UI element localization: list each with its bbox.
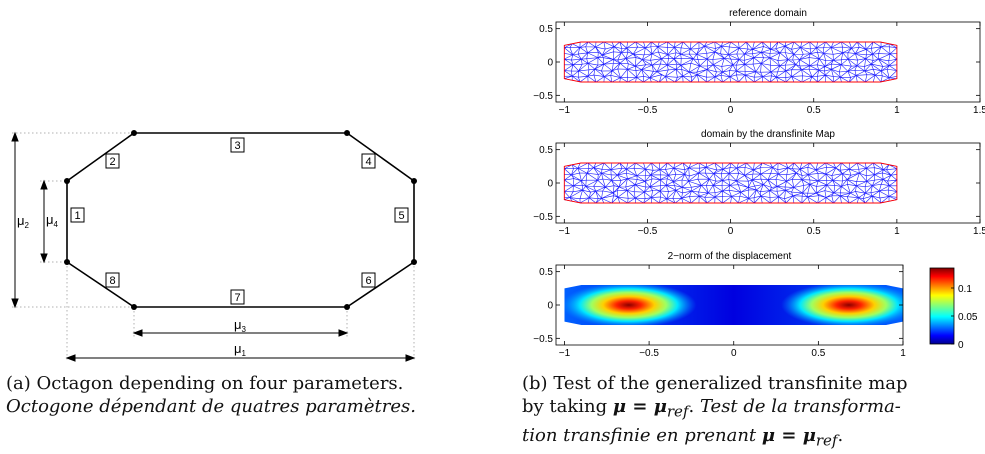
y-tick-label: 0.5 [539,145,553,156]
y-tick-label: 0.5 [539,24,553,35]
side-label-8: 8 [105,272,120,288]
y-tick-label: 0 [547,179,553,190]
side-label-7: 7 [230,289,245,305]
x-tick-label: 0 [728,226,734,237]
mesh [564,41,898,83]
octagon-diagram: 1 2 3 4 5 6 7 8 μ2 μ4 μ3 μ1 [11,130,417,362]
panel-2: domain by the dransfinite Map −1 −0.5 0 0.5 1… [533,129,985,237]
x-tick-label: −1 [559,226,571,237]
panel-1: reference domain −1 −0.5 0 0.5 1 1.5 0.5 0 −0.5 [533,8,985,116]
panel-title: domain by the dransfinite Map [701,129,835,140]
x-tick-label: 1 [894,105,900,116]
displacement-heatmap [564,285,903,325]
side-label-1: 1 [70,207,85,223]
panel-title: 2−norm of the displacement [668,251,792,262]
panel-3: 2−norm of the displacement 0.1 0.05 0 −1 −0.5… [533,251,978,359]
dim-label-mu4: μ4 [46,212,59,229]
x-tick-label: −1 [559,105,571,116]
svg-text:6: 6 [365,275,371,287]
x-tick-label: 0.5 [811,348,825,359]
dim-label-mu2: μ2 [17,213,30,230]
x-tick-label: 1.5 [973,105,985,116]
side-label-3: 3 [230,137,245,153]
side-label-2: 2 [105,153,120,169]
x-tick-label: −0.5 [638,226,658,237]
svg-text:1: 1 [74,210,80,222]
axes-frame [555,21,981,103]
colorbar-tick: 0 [958,340,964,351]
x-tick-label: 0 [731,348,737,359]
x-tick-label: 0.5 [807,105,821,116]
x-tick-label: 0 [728,105,734,116]
axes-frame [555,142,981,224]
x-tick-label: −0.5 [638,105,658,116]
figure-b-panels: reference domain−1 −0.5 0 0.5 1 1.50.50−0.5do… [533,8,985,359]
svg-text:4: 4 [365,156,371,168]
mesh [564,162,898,204]
dim-label-mu1: μ1 [234,341,247,358]
dimension-labels: μ2 μ4 μ3 μ1 [17,212,247,358]
svg-text:7: 7 [234,292,240,304]
caption-b-line3: tion transfinie en prenant μ = μref. [522,424,844,450]
x-tick-label: −1 [559,348,571,359]
svg-text:5: 5 [398,210,404,222]
panel-title: reference domain [729,8,807,19]
x-tick-label: 0.5 [807,226,821,237]
domain-boundary [563,162,898,204]
caption-b: (b) Test of the generalized transfinite … [522,372,985,452]
svg-text:2: 2 [109,156,115,168]
octagon-vertices [64,130,417,310]
caption-a: (a) Octagon depending on four parameters… [6,372,446,418]
svg-text:3: 3 [234,140,240,152]
dimension-arrows [11,131,416,362]
x-tick-label: 1 [900,348,906,359]
colorbar: 0.1 0.05 0 [929,267,978,351]
side-label-4: 4 [361,153,376,169]
y-tick-label: 0.5 [539,267,553,278]
dim-label-mu3: μ3 [234,317,247,334]
side-labels: 1 2 3 4 5 6 7 8 [70,137,409,305]
y-tick-label: 0 [547,301,553,312]
caption-a-prefix: (a) [6,373,31,394]
domain-boundary [563,41,898,83]
y-tick-label: −0.5 [533,91,553,102]
caption-a-translation: Octogone dépendant de quatres paramètres… [6,396,416,417]
caption-b-line2: by taking μ = μref. Test de la transform… [522,396,901,421]
caption-a-text: Octagon depending on four parameters. [36,373,404,394]
colorbar-tick: 0.05 [958,312,978,323]
caption-b-line1: (b) Test of the generalized transfinite … [522,373,908,394]
guide-lines [12,132,415,362]
y-tick-label: −0.5 [533,212,553,223]
svg-text:8: 8 [109,275,115,287]
x-tick-label: 1 [894,226,900,237]
figure-canvas: 1 2 3 4 5 6 7 8 μ2 μ4 μ3 μ1 reference [11,8,985,362]
y-tick-label: 0 [547,58,553,69]
x-tick-label: −0.5 [639,348,659,359]
y-tick-label: −0.5 [533,334,553,345]
colorbar-tick: 0.1 [958,284,972,295]
side-label-6: 6 [361,272,376,288]
x-tick-label: 1.5 [973,226,985,237]
side-label-5: 5 [394,207,409,223]
